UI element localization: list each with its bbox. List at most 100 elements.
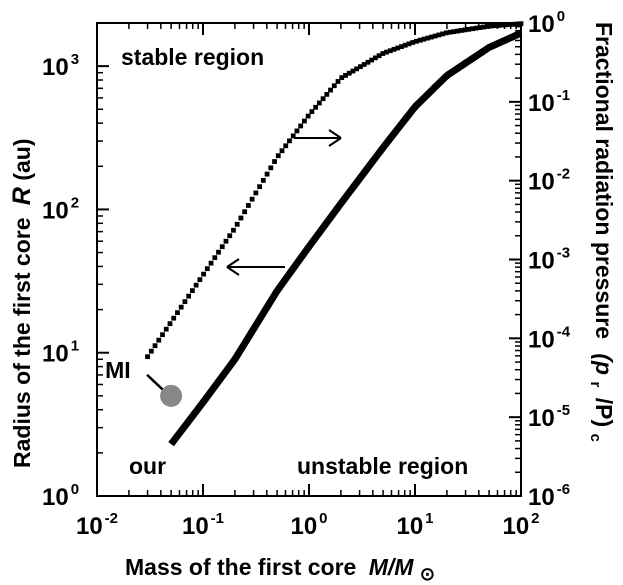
mi-point: [160, 384, 183, 407]
y2-tick-label: 10 0: [528, 8, 565, 38]
radiation-pressure-point: [470, 26, 475, 32]
radiation-pressure-point: [186, 293, 192, 299]
radiation-pressure-point: [372, 55, 378, 61]
radiation-pressure-point: [477, 25, 483, 30]
radiation-pressure-point: [294, 128, 300, 134]
y2-tick-label: 10 -6: [528, 481, 570, 511]
radiation-pressure-point: [518, 21, 524, 27]
radiation-pressure-point: [395, 45, 401, 51]
radiation-pressure-point: [384, 49, 389, 55]
x-tick-label: 10 -1: [182, 510, 224, 540]
radiation-pressure-point: [365, 59, 371, 65]
radiation-pressure-point: [343, 73, 348, 78]
radiation-pressure-point: [466, 26, 472, 32]
radiation-pressure-point: [387, 48, 393, 54]
radiation-pressure-point: [358, 64, 363, 70]
radiation-pressure-point: [204, 266, 210, 272]
radiation-pressure-point: [447, 29, 453, 35]
x-tick-label: 10 -2: [76, 510, 118, 540]
y2-tick-label: 10 -4: [528, 323, 571, 353]
radiation-pressure-point: [492, 23, 498, 29]
radiation-pressure-point: [488, 23, 494, 29]
radiation-pressure-point: [320, 96, 326, 102]
our-label: our: [129, 453, 166, 479]
radiation-pressure-point: [428, 34, 434, 40]
radiation-pressure-point: [391, 46, 397, 52]
mi-leader-line: [146, 373, 166, 393]
radiation-pressure-point: [201, 271, 206, 277]
radiation-pressure-point: [503, 22, 509, 28]
radiation-pressure-point: [313, 104, 319, 110]
arrow-head-lower: [226, 266, 240, 276]
radiation-pressure-point: [216, 249, 221, 255]
radiation-pressure-point: [473, 25, 479, 31]
arrow-head-upper: [328, 129, 342, 139]
radiation-pressure-point: [246, 203, 251, 208]
radiation-pressure-point: [361, 62, 367, 67]
mi-label: MI: [105, 357, 131, 383]
radiation-pressure-point: [369, 57, 375, 63]
radiation-pressure-point: [414, 38, 419, 44]
radiation-pressure-point: [264, 171, 270, 177]
annotations-group: MI: [105, 129, 342, 407]
radiation-pressure-point: [417, 37, 423, 43]
series-group: [145, 21, 524, 447]
radiation-pressure-point: [432, 33, 438, 39]
radiation-pressure-point: [410, 40, 416, 45]
y2-tick-label: 10 -1: [528, 87, 570, 117]
arrow-head-upper: [226, 258, 240, 268]
radiation-pressure-point: [148, 348, 154, 354]
radiation-pressure-point: [219, 244, 225, 250]
y-tick-label: 10 2: [42, 194, 79, 224]
radiation-pressure-point: [514, 21, 520, 27]
radiation-pressure-point: [171, 315, 177, 321]
radiation-pressure-point: [316, 100, 322, 106]
radiation-pressure-point: [234, 221, 240, 227]
radiation-pressure-point: [160, 332, 165, 338]
radiation-pressure-point: [354, 66, 360, 72]
radiation-pressure-point: [324, 91, 330, 97]
radiation-pressure-point: [167, 321, 173, 327]
radiation-pressure-point: [242, 209, 248, 215]
radiation-pressure-point: [507, 22, 513, 27]
radiation-pressure-point: [305, 113, 311, 119]
y2-tick-label: 10 -3: [528, 245, 570, 275]
radiation-pressure-point: [440, 31, 445, 37]
radiation-pressure-series: [145, 21, 524, 360]
radius-curve: [168, 29, 523, 447]
stable-region-label: stable region: [121, 44, 264, 70]
radiation-pressure-point: [511, 21, 516, 27]
radiation-pressure-point: [302, 118, 307, 124]
radiation-pressure-point: [145, 354, 150, 360]
radiation-pressure-point: [287, 138, 292, 144]
radiation-pressure-point: [238, 215, 244, 221]
radiation-pressure-point: [436, 32, 442, 38]
radiation-pressure-point: [231, 227, 236, 233]
radiation-pressure-point: [178, 304, 184, 310]
radiation-pressure-point: [253, 190, 259, 196]
radiation-pressure-point: [451, 29, 457, 35]
x-tick-label: 10 1: [396, 510, 433, 540]
y2-tick-label: 10 -2: [528, 166, 570, 196]
radiation-pressure-point: [421, 36, 427, 42]
radiation-pressure-point: [309, 109, 315, 115]
x-tick-label: 10 0: [290, 510, 327, 540]
radiation-pressure-point: [223, 238, 229, 244]
y-tick-label: 10 3: [42, 51, 79, 81]
radiation-pressure-point: [425, 35, 431, 41]
right-pointing-arrow: [294, 129, 342, 147]
y2-axis-title: Fractional radiation pressure (p r /P) c: [586, 22, 617, 442]
radiation-pressure-point: [272, 159, 277, 164]
y2-tick-label: 10 -5: [528, 402, 570, 432]
radiation-pressure-point: [496, 23, 501, 28]
radiation-pressure-point: [350, 68, 356, 74]
left-pointing-arrow: [226, 258, 285, 276]
radiation-pressure-point: [156, 337, 162, 343]
radiation-pressure-point: [275, 153, 281, 159]
radiation-pressure-point: [443, 30, 449, 36]
radiation-pressure-point: [257, 184, 262, 190]
radiation-pressure-point: [458, 28, 464, 33]
radiation-pressure-point: [260, 177, 266, 183]
y-axis-title: Radius of the first core R (au): [8, 139, 36, 469]
